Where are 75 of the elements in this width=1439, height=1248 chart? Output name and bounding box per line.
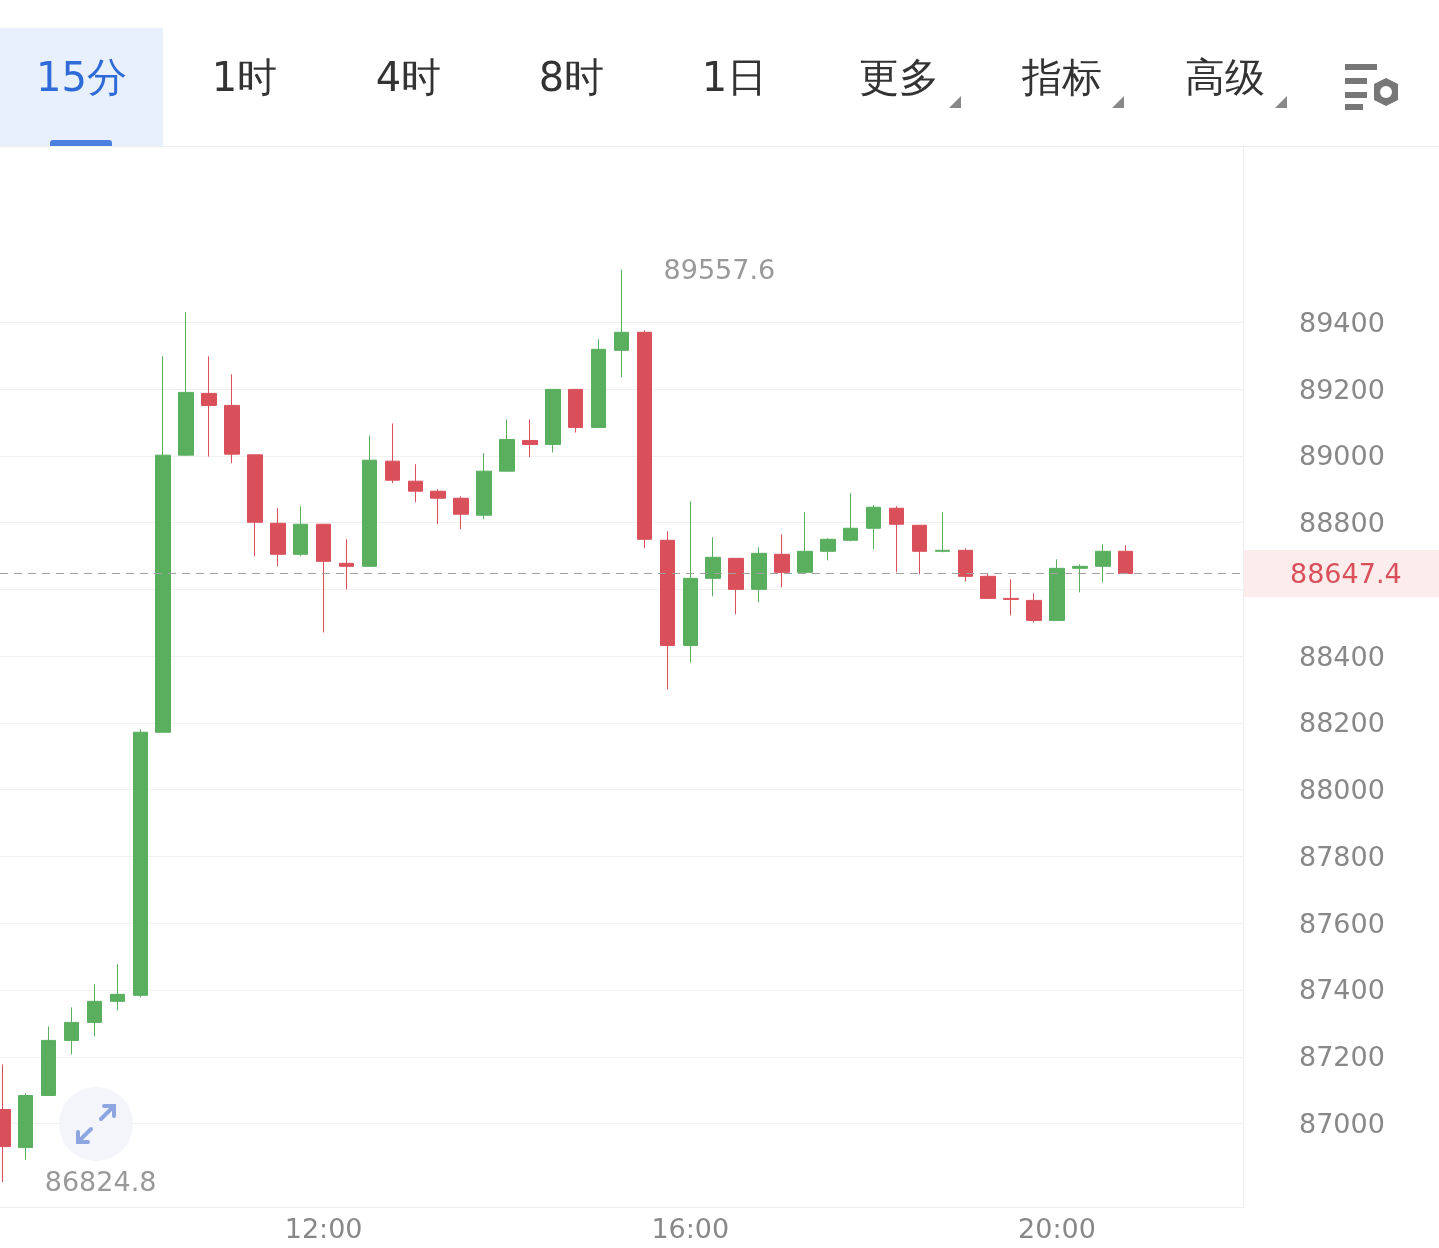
candlestick <box>133 728 148 998</box>
candlestick <box>1003 578 1019 616</box>
candlestick <box>1026 592 1042 623</box>
candlestick <box>980 572 996 599</box>
candlestick <box>247 454 263 557</box>
y-tick-label: 87200 <box>1299 1041 1385 1073</box>
text: 指标 <box>1020 52 1103 102</box>
candlestick <box>728 557 744 615</box>
candlestick <box>87 983 102 1037</box>
candlestick <box>614 269 629 378</box>
candlestick <box>522 418 538 458</box>
candlestick <box>705 536 721 597</box>
y-tick-label: 87400 <box>1299 974 1385 1006</box>
candlestick <box>408 463 423 503</box>
x-tick-label: 12:00 <box>284 1213 363 1244</box>
candlestick <box>1049 558 1065 621</box>
candlestick <box>155 355 171 733</box>
annotation: 86824.8 <box>44 1166 157 1198</box>
ref-line-label: 88647.4 <box>1290 558 1402 590</box>
candlestick <box>797 511 813 573</box>
candlestick <box>201 355 217 457</box>
y-tick-label: 87800 <box>1299 840 1385 872</box>
candlestick <box>385 422 400 484</box>
annotation: 89557.6 <box>663 253 776 285</box>
text: 4时 <box>374 52 443 102</box>
candlestick <box>958 547 973 582</box>
candlestick <box>41 1025 56 1096</box>
candlestick <box>224 373 240 464</box>
candlestick <box>339 538 354 590</box>
candlestick <box>889 505 904 573</box>
y-tick-label: 88200 <box>1299 707 1385 739</box>
text: 15分 <box>0 28 163 146</box>
candlestick <box>178 311 194 457</box>
candlestick <box>637 329 652 549</box>
y-tick-label: 87000 <box>1299 1108 1385 1140</box>
candlestick <box>499 418 515 472</box>
candlestick <box>568 388 583 433</box>
candlestick <box>270 507 286 567</box>
candlestick <box>935 511 950 553</box>
y-tick-label: 89000 <box>1299 440 1385 472</box>
candlestick <box>293 505 308 557</box>
candlestick <box>1072 563 1088 593</box>
candlestick <box>660 530 675 691</box>
y-tick-label: 89400 <box>1299 306 1385 338</box>
text: 更多 <box>857 52 940 102</box>
text: 1日 <box>700 52 769 102</box>
candlestick <box>362 434 377 567</box>
candlestick <box>545 388 561 453</box>
candlestick <box>18 1092 33 1161</box>
y-tick-label: 89200 <box>1299 373 1385 405</box>
text: 高级 <box>1183 52 1266 102</box>
candlestick <box>453 495 469 530</box>
candlestick <box>1095 543 1111 583</box>
y-tick-label: 88400 <box>1299 640 1385 672</box>
x-tick-label: 16:00 <box>651 1213 730 1244</box>
candlestick <box>774 533 790 588</box>
candlestick <box>683 500 698 663</box>
candlestick <box>1118 544 1133 575</box>
candlestick <box>591 338 606 428</box>
y-tick-label: 88800 <box>1299 507 1385 539</box>
x-tick-label: 20:00 <box>1018 1213 1096 1244</box>
candlestick <box>843 492 858 542</box>
y-tick-label: 87600 <box>1299 907 1385 939</box>
text: 8时 <box>537 52 606 102</box>
candlestick <box>316 523 331 633</box>
candlestick <box>866 504 881 550</box>
text: 1时 <box>210 52 279 102</box>
candlestick <box>430 488 446 525</box>
candlestick <box>912 524 927 575</box>
candlestick <box>476 452 492 520</box>
y-tick-label: 88000 <box>1299 774 1385 806</box>
candlestick <box>110 963 125 1011</box>
candlestick <box>751 546 767 603</box>
candlestick <box>64 1006 79 1055</box>
candlestick <box>820 537 836 561</box>
